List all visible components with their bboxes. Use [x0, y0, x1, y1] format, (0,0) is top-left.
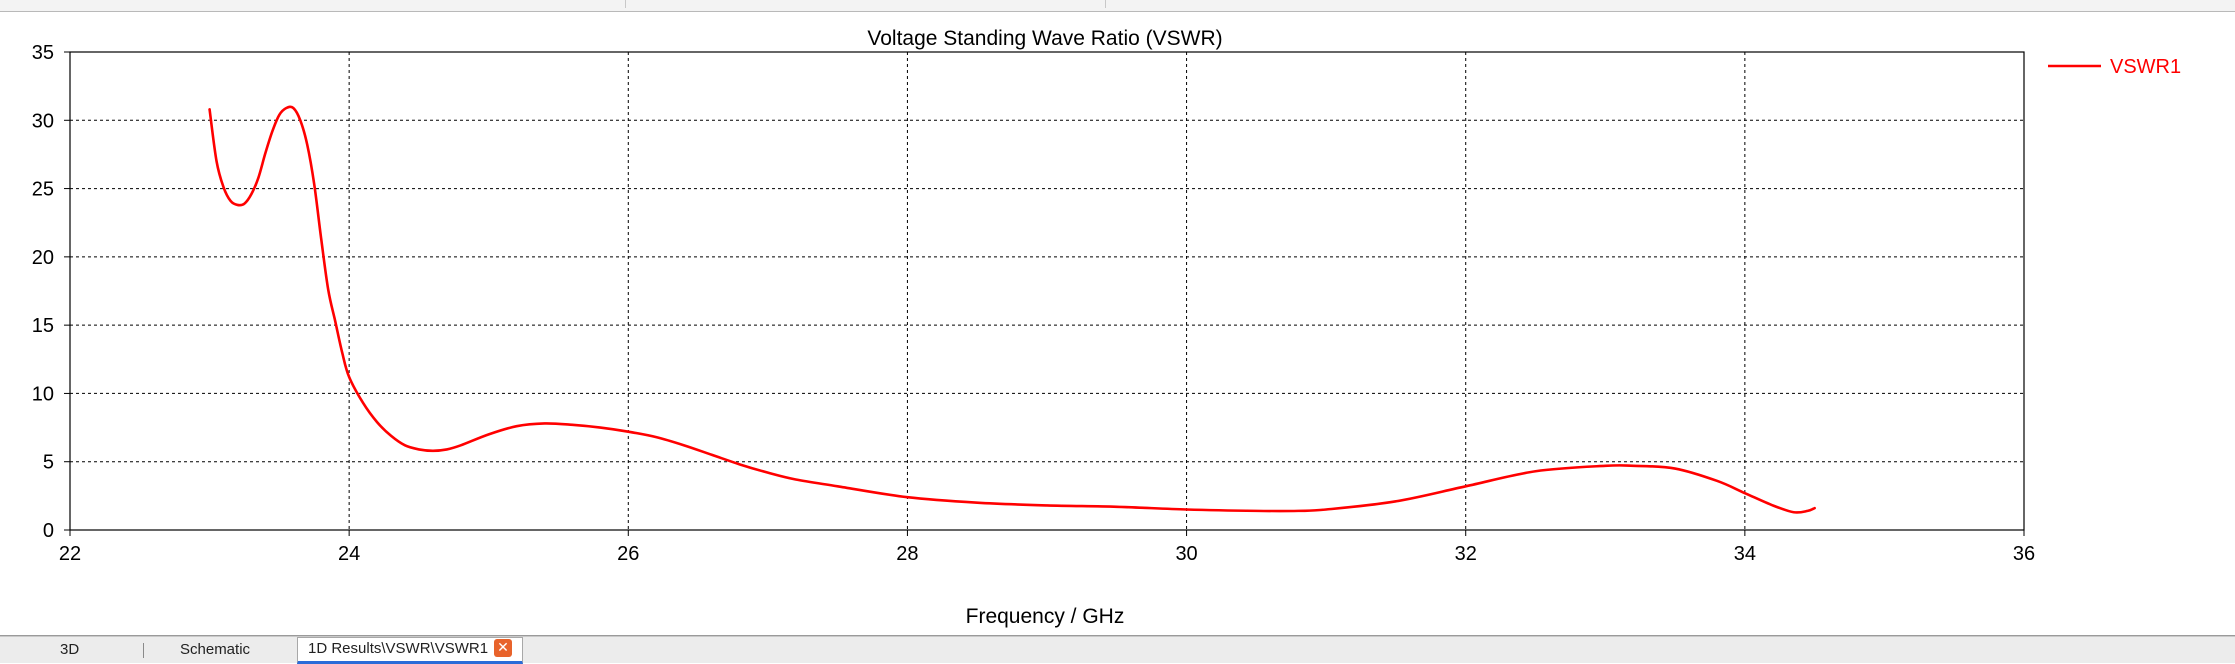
x-tick-label: 22 [59, 543, 81, 565]
chart-title: Voltage Standing Wave Ratio (VSWR) [867, 27, 1222, 50]
plot-panel: 22 24 26 28 30 32 34 36 0 5 10 15 20 25 30 35 Voltage St… [0, 12, 2235, 636]
tab-schematic[interactable]: Schematic [180, 641, 251, 658]
grid-layer [70, 52, 2024, 530]
y-tick-label: 25 [32, 179, 54, 201]
x-tick-label: 26 [617, 543, 639, 565]
toolbar-divider [1105, 0, 1106, 8]
y-tick-label: 20 [32, 247, 54, 269]
toolbar-divider [625, 0, 626, 8]
close-icon[interactable]: ✕ [494, 638, 513, 657]
axes-layer [64, 51, 2025, 536]
x-axis-label: Frequency / GHz [966, 605, 1125, 628]
y-tick-label: 5 [43, 452, 54, 474]
y-tick-label: 0 [43, 520, 54, 542]
x-tick-label: 34 [1734, 543, 1756, 565]
text-layer: 22 24 26 28 30 32 34 36 0 5 10 15 20 25 30 35 Voltage St… [32, 27, 2181, 628]
series-line-vswr1 [208, 105, 1816, 514]
x-tick-label: 36 [2013, 543, 2035, 565]
tab-separator [143, 643, 144, 658]
tab-1d-results-label: 1D Results\VSWR\VSWR1 [308, 640, 489, 657]
x-tick-label: 30 [1175, 543, 1197, 565]
top-toolbar-strip [0, 0, 2235, 12]
y-tick-label: 35 [32, 42, 54, 64]
y-tick-label: 10 [32, 383, 54, 405]
plot-frame [69, 51, 2025, 531]
bottom-tab-bar: 3D Schematic 1D Results\VSWR\VSWR1 ✕ [0, 636, 2235, 664]
y-tick-label: 15 [32, 315, 54, 337]
tab-1d-results-vswr1[interactable]: 1D Results\VSWR\VSWR1 ✕ [297, 637, 524, 664]
x-tick-label: 28 [896, 543, 918, 565]
legend-label: VSWR1 [2110, 56, 2181, 78]
x-tick-label: 32 [1455, 543, 1477, 565]
x-tick-label: 24 [338, 543, 360, 565]
tab-3d[interactable]: 3D [60, 641, 80, 658]
vswr-chart[interactable]: 22 24 26 28 30 32 34 36 0 5 10 15 20 25 30 35 Voltage St… [0, 12, 2235, 636]
y-tick-label: 30 [32, 110, 54, 132]
series-layer [208, 105, 1816, 514]
